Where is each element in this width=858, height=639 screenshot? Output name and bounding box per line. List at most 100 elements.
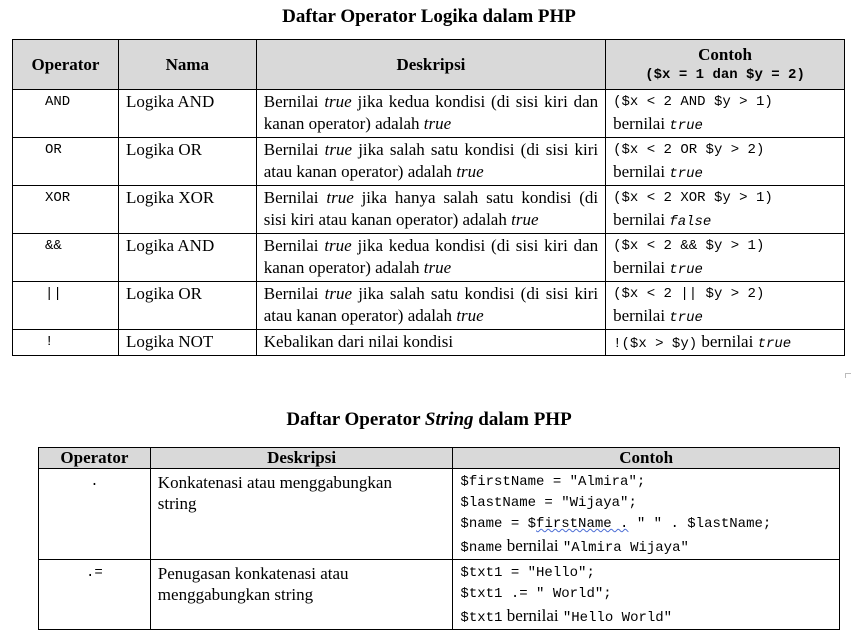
table-row: && Logika AND Bernilai true jika kedua kon… xyxy=(12,233,845,282)
example-code: ($x < 2 || $y > 2) xyxy=(613,286,765,302)
example-cell: ($x < 2 || $y > 2) bernilai true xyxy=(605,281,845,330)
description-text: Bernilai xyxy=(263,188,327,207)
example-cell: ($x < 2 AND $y > 1) bernilai true xyxy=(605,89,845,138)
description-cell: Konkatenasi atau menggabungkan string xyxy=(149,468,454,560)
description-line: Konkatenasi atau menggabungkan xyxy=(157,473,392,492)
description-emphasis: true xyxy=(324,92,352,111)
example-code: ($x < 2 OR $y > 2) xyxy=(613,142,765,158)
description-cell: Penugasan konkatenasi atau menggabungkan… xyxy=(149,559,454,630)
code-line: $txt1 = "Hello"; xyxy=(460,565,595,581)
operator-cell: XOR xyxy=(12,185,119,234)
description-text: Bernilai xyxy=(263,284,325,303)
description-text: jika kedua kondisi (di sisi kiri dan kan… xyxy=(263,92,599,133)
result-text: bernilai xyxy=(502,536,563,555)
result-value: "Hello World" xyxy=(562,610,673,626)
table1-title: Daftar Operator Logika dalam PHP xyxy=(282,6,576,27)
description-emphasis: true xyxy=(326,188,354,207)
code-part: $txt1 xyxy=(460,610,503,626)
example-code: ($x < 2 AND $y > 1) xyxy=(613,94,773,110)
string-operators-table: Operator Deskripsi Contoh . Konkatenasi … xyxy=(38,447,840,630)
example-code: !($x > $y) xyxy=(613,336,698,352)
table-row: . Konkatenasi atau menggabungkan string … xyxy=(38,468,840,560)
table-row: .= Penugasan konkatenasi atau menggabung… xyxy=(38,559,840,630)
example-code: ($x < 2 XOR $y > 1) xyxy=(613,190,773,206)
header-operator: Operator xyxy=(38,447,151,469)
description-cell: Bernilai true jika hanya salah satu kond… xyxy=(255,185,607,234)
table-row: OR Logika OR Bernilai true jika salah satu… xyxy=(12,137,845,186)
description-text: Kebalikan dari nilai kondisi xyxy=(263,332,454,351)
description-emphasis: true xyxy=(456,306,484,325)
spellcheck-underlined-text: firstName . xyxy=(536,516,629,532)
description-cell: Bernilai true jika salah satu kondisi (d… xyxy=(255,137,607,186)
code-part: " " . $lastName; xyxy=(628,516,772,532)
example-text: bernilai xyxy=(613,306,670,325)
example-text: bernilai xyxy=(613,114,670,133)
operator-cell: && xyxy=(12,233,119,282)
code-line: $lastName = "Wijaya"; xyxy=(460,495,637,511)
code-part: $name = $ xyxy=(460,516,537,532)
logic-operators-table: Operator Nama Deskripsi Contoh ($x = 1 d… xyxy=(12,39,845,356)
code-line: $name = $firstName . " " . $lastName; xyxy=(460,514,832,535)
table2-title-em: String xyxy=(424,409,474,430)
example-value: true xyxy=(757,336,792,352)
description-text: jika kedua kondisi (di sisi kiri dan kan… xyxy=(263,236,599,277)
table2-title-post: dalam PHP xyxy=(473,409,572,430)
code-line: $firstName = "Almira"; xyxy=(460,474,646,490)
description-cell: Bernilai true jika kedua kondisi (di sis… xyxy=(255,89,607,138)
description-emphasis: true xyxy=(324,236,352,255)
example-value: false xyxy=(669,214,712,230)
description-text: Bernilai xyxy=(263,140,325,159)
example-text: bernilai xyxy=(697,332,758,351)
example-cell: $txt1 = "Hello"; $txt1 .= " World"; $txt… xyxy=(452,559,840,630)
example-cell: ($x < 2 && $y > 1) bernilai true xyxy=(605,233,845,282)
operator-cell: ! xyxy=(12,329,119,356)
description-emphasis: true xyxy=(511,210,539,229)
description-cell: Bernilai true jika kedua kondisi (di sis… xyxy=(255,233,607,282)
example-code: ($x < 2 && $y > 1) xyxy=(613,238,765,254)
name-cell: Logika AND xyxy=(117,233,257,282)
name-cell: Logika OR xyxy=(117,137,257,186)
description-emphasis: true xyxy=(324,284,353,303)
description-line: Penugasan konkatenasi atau xyxy=(157,564,349,583)
header-nama: Nama xyxy=(117,39,257,90)
description-emphasis: true xyxy=(324,140,353,159)
description-emphasis: true xyxy=(423,114,452,133)
example-text: bernilai xyxy=(613,162,670,181)
example-cell: $firstName = "Almira"; $lastName = "Wija… xyxy=(452,468,840,560)
example-cell: !($x > $y) bernilai true xyxy=(605,329,845,356)
code-line: $txt1 .= " World"; xyxy=(460,586,612,602)
description-cell: Kebalikan dari nilai kondisi xyxy=(255,329,607,356)
operator-cell: . xyxy=(38,468,151,560)
operator-cell: AND xyxy=(12,89,119,138)
example-value: true xyxy=(669,310,703,326)
description-text: jika hanya salah satu kondisi (di sisi k… xyxy=(263,188,599,229)
header-deskripsi: Deskripsi xyxy=(149,447,454,469)
table2-title: Daftar Operator String dalam PHP xyxy=(0,409,858,431)
code-part: $name xyxy=(460,540,503,556)
result-value: "Almira Wijaya" xyxy=(562,540,689,556)
header-deskripsi: Deskripsi xyxy=(255,39,607,90)
table2-title-pre: Daftar Operator xyxy=(286,409,425,430)
name-cell: Logika NOT xyxy=(117,329,257,356)
example-value: true xyxy=(669,262,703,278)
description-text: jika salah satu kondisi (di sisi kiri at… xyxy=(263,140,599,181)
example-text: bernilai xyxy=(613,210,670,229)
operator-cell: || xyxy=(12,281,119,330)
table-row: || Logika OR Bernilai true jika salah satu… xyxy=(12,281,845,330)
table-row: AND Logika AND Bernilai true jika kedua ko… xyxy=(12,89,845,138)
example-cell: ($x < 2 XOR $y > 1) bernilai false xyxy=(605,185,845,234)
description-emphasis: true xyxy=(423,258,452,277)
table-end-mark xyxy=(845,373,851,378)
result-line: $name bernilai "Almira Wijaya" xyxy=(460,535,832,559)
example-value: true xyxy=(669,118,703,134)
header-contoh: Contoh xyxy=(452,447,840,469)
operator-cell: .= xyxy=(38,559,151,630)
example-value: true xyxy=(669,166,703,182)
table-header-row: Operator Deskripsi Contoh xyxy=(38,447,840,469)
description-line: menggabungkan string xyxy=(157,585,314,604)
name-cell: Logika XOR xyxy=(117,185,257,234)
header-operator: Operator xyxy=(12,39,119,90)
description-emphasis: true xyxy=(456,162,484,181)
result-line: $txt1 bernilai "Hello World" xyxy=(460,605,832,629)
name-cell: Logika AND xyxy=(117,89,257,138)
